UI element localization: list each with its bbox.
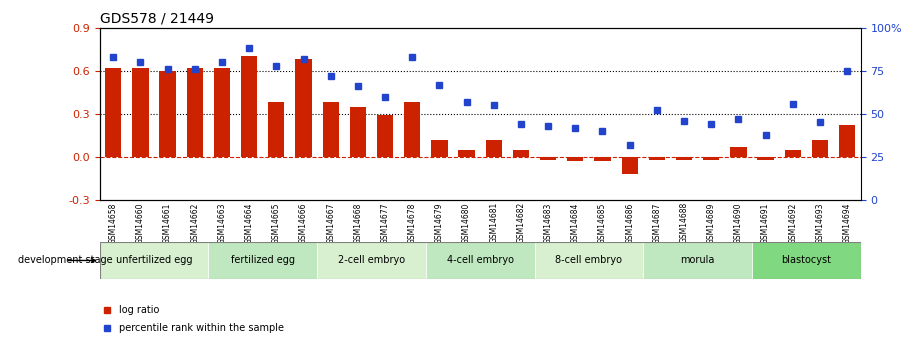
FancyBboxPatch shape bbox=[643, 241, 752, 279]
FancyBboxPatch shape bbox=[535, 241, 643, 279]
Bar bbox=[431, 140, 448, 157]
Text: GSM14661: GSM14661 bbox=[163, 202, 172, 244]
Text: GSM14665: GSM14665 bbox=[272, 202, 281, 244]
Text: GSM14667: GSM14667 bbox=[326, 202, 335, 244]
Text: GSM14660: GSM14660 bbox=[136, 202, 145, 244]
FancyBboxPatch shape bbox=[317, 241, 426, 279]
Text: GSM14666: GSM14666 bbox=[299, 202, 308, 244]
FancyBboxPatch shape bbox=[426, 241, 535, 279]
Text: GSM14662: GSM14662 bbox=[190, 202, 199, 244]
Text: GSM14677: GSM14677 bbox=[381, 202, 390, 244]
Text: GSM14694: GSM14694 bbox=[843, 202, 852, 244]
Text: GSM14689: GSM14689 bbox=[707, 202, 716, 244]
Bar bbox=[132, 68, 149, 157]
Bar bbox=[785, 150, 801, 157]
Text: development stage: development stage bbox=[18, 256, 112, 265]
Text: GSM14688: GSM14688 bbox=[680, 202, 689, 244]
Bar bbox=[187, 68, 203, 157]
Bar bbox=[404, 102, 420, 157]
Bar bbox=[377, 115, 393, 157]
Bar bbox=[730, 147, 747, 157]
Bar bbox=[350, 107, 366, 157]
Text: GSM14687: GSM14687 bbox=[652, 202, 661, 244]
Text: blastocyst: blastocyst bbox=[781, 256, 832, 265]
Bar bbox=[839, 125, 855, 157]
Bar bbox=[159, 71, 176, 157]
Text: GSM14683: GSM14683 bbox=[544, 202, 553, 244]
FancyBboxPatch shape bbox=[100, 241, 208, 279]
Bar bbox=[214, 68, 230, 157]
Bar bbox=[241, 56, 257, 157]
Bar bbox=[622, 157, 638, 174]
Text: log ratio: log ratio bbox=[119, 305, 159, 315]
Text: GDS578 / 21449: GDS578 / 21449 bbox=[100, 11, 214, 25]
Text: GSM14668: GSM14668 bbox=[353, 202, 362, 244]
Bar bbox=[703, 157, 719, 160]
Text: percentile rank within the sample: percentile rank within the sample bbox=[119, 324, 284, 333]
Text: GSM14690: GSM14690 bbox=[734, 202, 743, 244]
Text: GSM14692: GSM14692 bbox=[788, 202, 797, 244]
Text: GSM14680: GSM14680 bbox=[462, 202, 471, 244]
Bar bbox=[594, 157, 611, 161]
Text: fertilized egg: fertilized egg bbox=[231, 256, 294, 265]
Text: GSM14658: GSM14658 bbox=[109, 202, 118, 244]
Text: GSM14664: GSM14664 bbox=[245, 202, 254, 244]
Bar bbox=[649, 157, 665, 160]
Bar bbox=[757, 157, 774, 160]
Text: 8-cell embryo: 8-cell embryo bbox=[555, 256, 622, 265]
FancyBboxPatch shape bbox=[208, 241, 317, 279]
Bar bbox=[268, 102, 284, 157]
Text: 4-cell embryo: 4-cell embryo bbox=[447, 256, 514, 265]
Text: GSM14682: GSM14682 bbox=[516, 202, 525, 244]
Text: GSM14691: GSM14691 bbox=[761, 202, 770, 244]
Text: GSM14678: GSM14678 bbox=[408, 202, 417, 244]
Text: GSM14663: GSM14663 bbox=[217, 202, 226, 244]
Bar bbox=[295, 59, 312, 157]
Bar bbox=[676, 157, 692, 160]
Text: GSM14679: GSM14679 bbox=[435, 202, 444, 244]
Text: GSM14693: GSM14693 bbox=[815, 202, 824, 244]
Bar bbox=[486, 140, 502, 157]
Bar bbox=[567, 157, 583, 161]
Bar bbox=[458, 150, 475, 157]
Text: GSM14685: GSM14685 bbox=[598, 202, 607, 244]
Bar bbox=[812, 140, 828, 157]
FancyBboxPatch shape bbox=[752, 241, 861, 279]
Bar bbox=[105, 68, 121, 157]
Text: GSM14686: GSM14686 bbox=[625, 202, 634, 244]
Text: unfertilized egg: unfertilized egg bbox=[116, 256, 192, 265]
Bar bbox=[540, 157, 556, 160]
Bar bbox=[513, 150, 529, 157]
Bar bbox=[323, 102, 339, 157]
Text: morula: morula bbox=[680, 256, 715, 265]
Text: GSM14681: GSM14681 bbox=[489, 202, 498, 244]
Text: 2-cell embryo: 2-cell embryo bbox=[338, 256, 405, 265]
Text: GSM14684: GSM14684 bbox=[571, 202, 580, 244]
